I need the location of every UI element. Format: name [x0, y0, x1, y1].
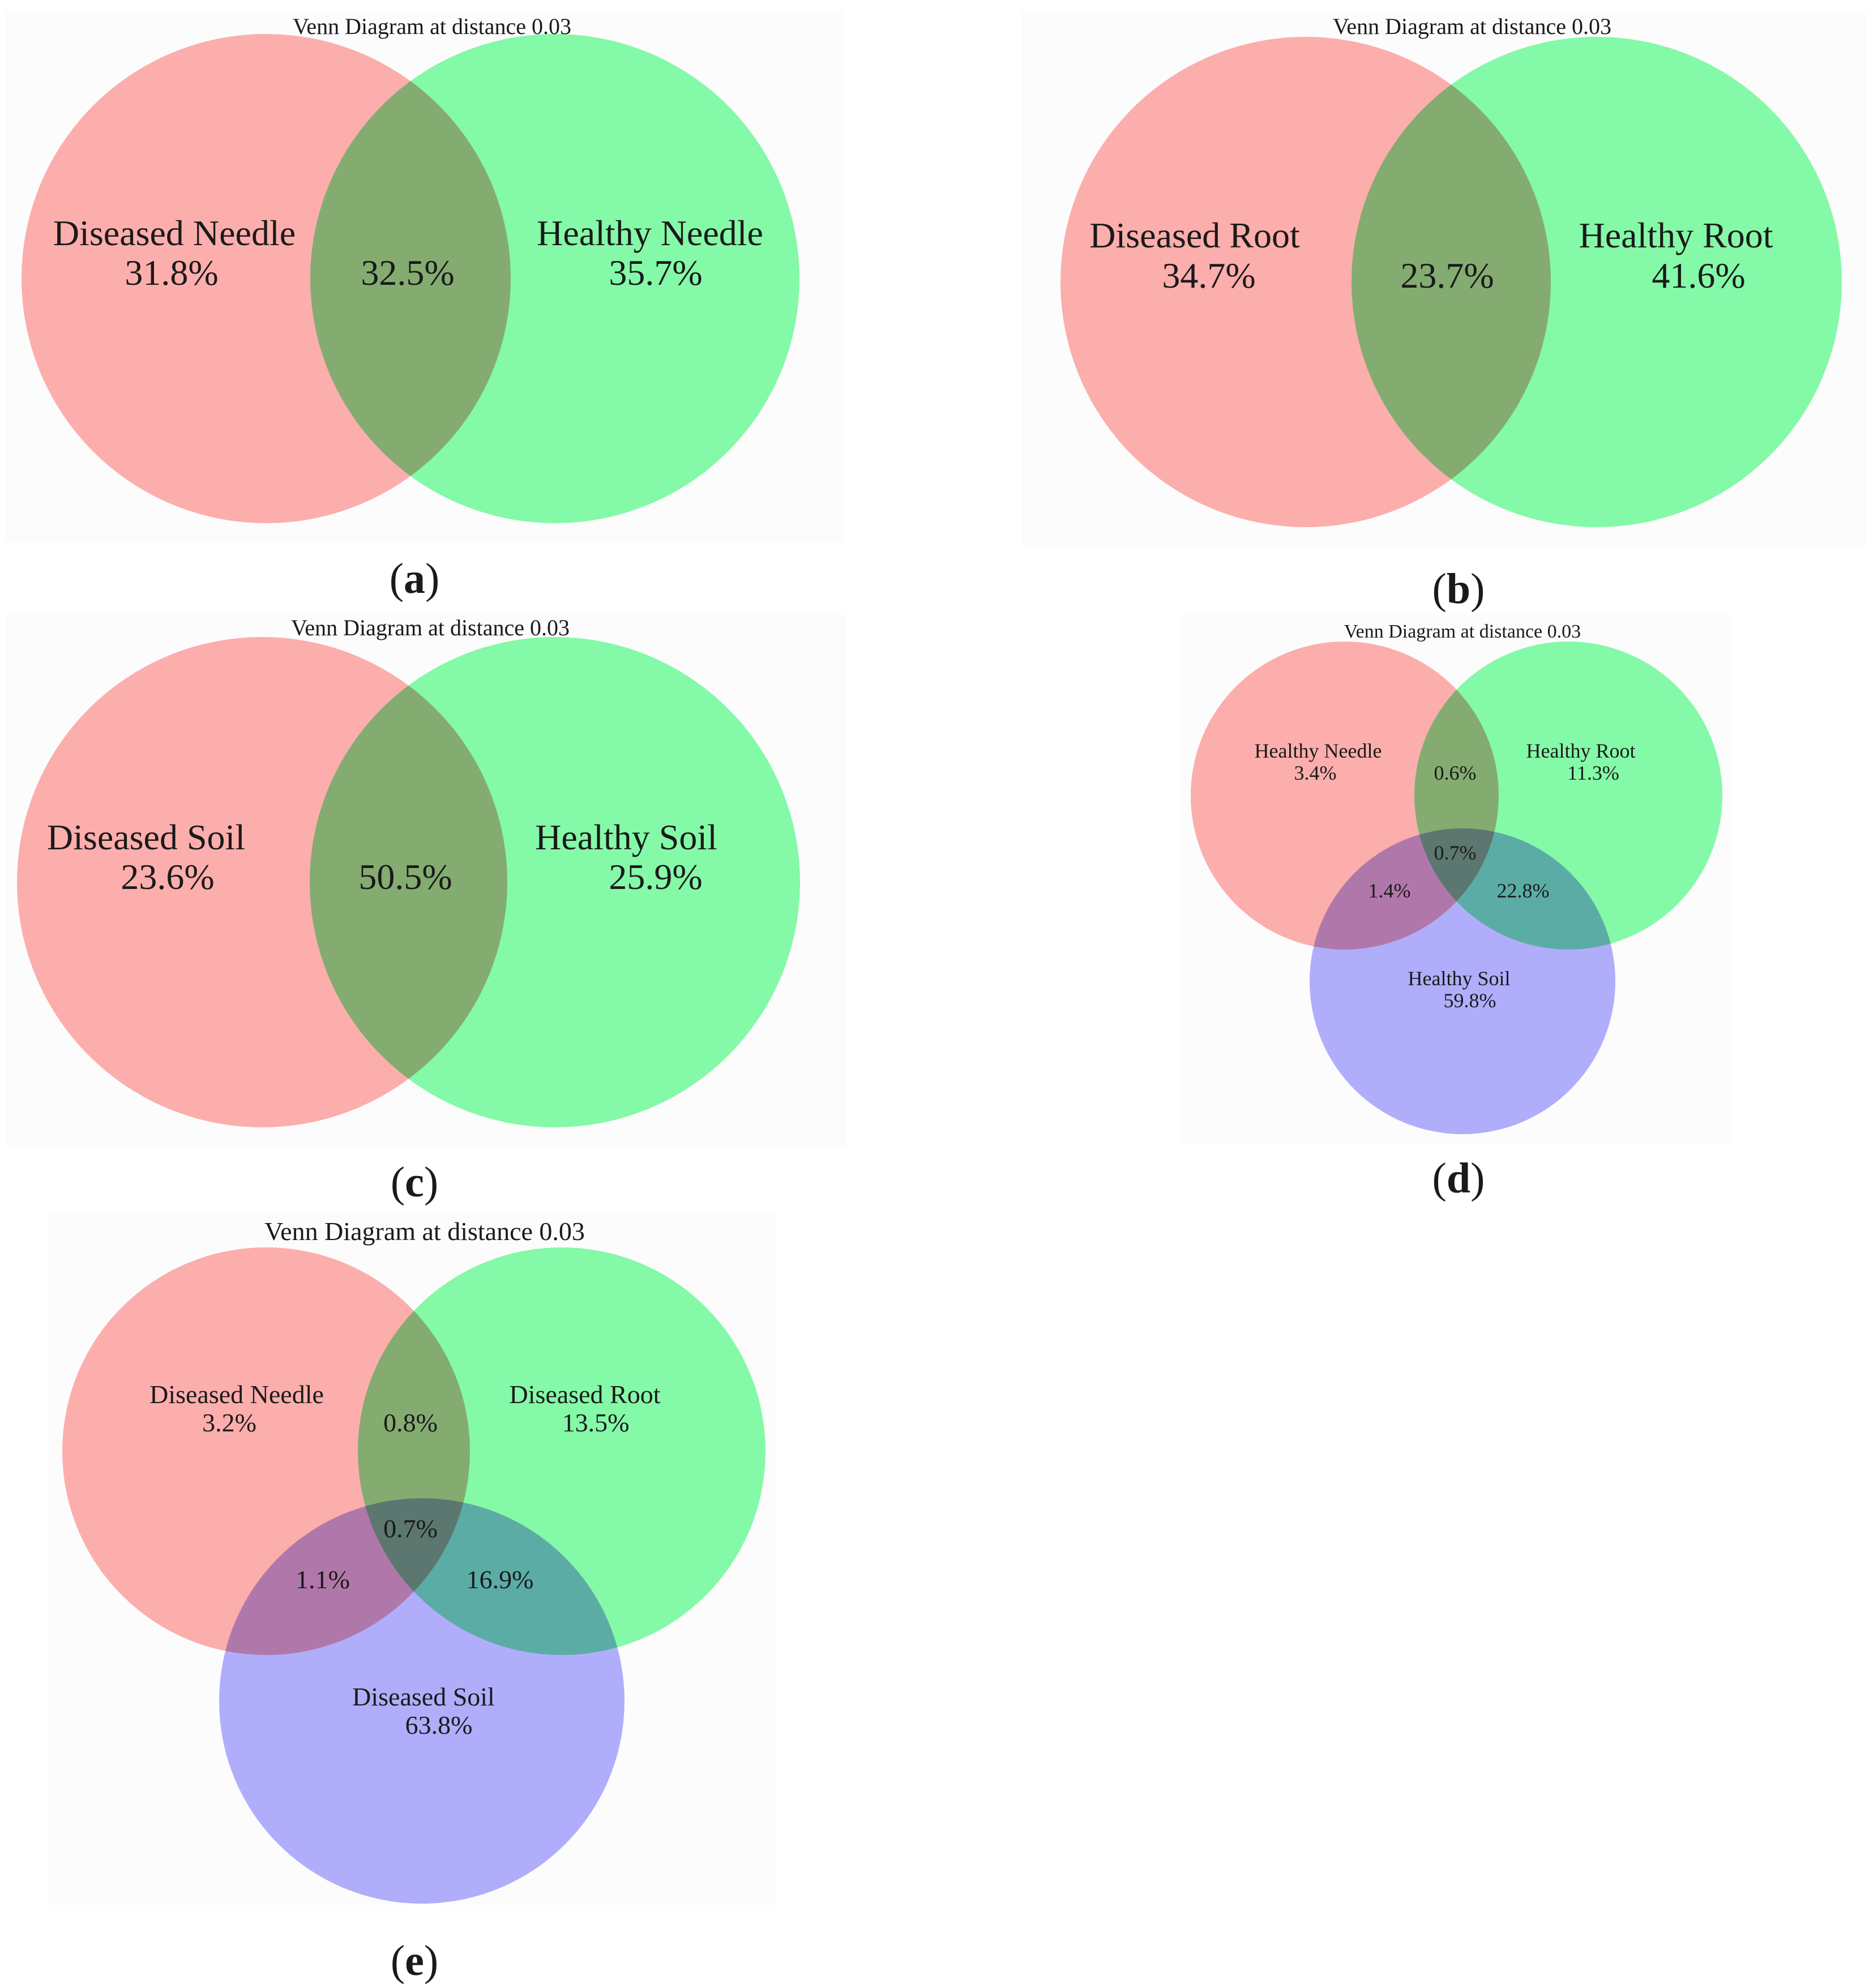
- panel-d-set-value: 59.8%: [1444, 989, 1496, 1012]
- venn-panel-a: Venn Diagram at distance 0.03 Diseased N…: [6, 10, 844, 602]
- panel-c-set-value: 23.6%: [121, 857, 214, 897]
- panel-b-set-label: Healthy Root: [1579, 215, 1773, 255]
- panel-a-set-value: 31.8%: [125, 253, 218, 293]
- panel-e-overlap-value: 0.8%: [383, 1408, 438, 1437]
- panel-c-overlap-value: 50.5%: [358, 857, 452, 897]
- panel-c-caption-letter: c: [405, 1158, 424, 1206]
- panel-b-set-value: 41.6%: [1652, 255, 1745, 296]
- panel-c-set-label: Healthy Soil: [535, 817, 717, 857]
- panel-b-set-value: 34.7%: [1162, 255, 1255, 296]
- panel-a-overlap-value: 32.5%: [361, 253, 454, 293]
- panel-c-set-healthy-soil: [310, 637, 800, 1127]
- panel-d-set-label: Healthy Root: [1526, 739, 1636, 762]
- panel-d-caption-letter: d: [1447, 1155, 1470, 1202]
- panel-a-set-label: Healthy Needle: [537, 213, 763, 253]
- panel-a-set-value: 35.7%: [609, 253, 702, 293]
- panel-d-overlap-value: 22.8%: [1497, 879, 1550, 902]
- panel-d-set-label: Healthy Soil: [1408, 967, 1511, 990]
- panel-d-set-label: Healthy Needle: [1255, 739, 1382, 762]
- panel-e-set-label: Diseased Soil: [352, 1682, 495, 1711]
- panel-e-overlap-value: 16.9%: [467, 1565, 534, 1594]
- panel-e-set-value: 13.5%: [562, 1408, 630, 1437]
- panel-b-set-healthy-root: [1352, 37, 1842, 527]
- panel-b-overlap-value: 23.7%: [1400, 255, 1494, 296]
- venn-panel-d: Venn Diagram at distance 0.03 Healthy Ne…: [1181, 614, 1733, 1202]
- panel-d-set-value: 3.4%: [1294, 762, 1337, 784]
- panel-e-overlap-value: 0.7%: [383, 1514, 438, 1543]
- svg-text:(d): (d): [1432, 1155, 1485, 1202]
- venn-panel-b: Venn Diagram at distance 0.03 Diseased R…: [1022, 10, 1866, 613]
- panel-e-overlap-value: 1.1%: [296, 1565, 350, 1594]
- panel-a-caption: (a): [390, 555, 440, 602]
- panel-e-set-value: 3.2%: [202, 1408, 256, 1437]
- panel-a-set-label: Diseased Needle: [53, 213, 296, 253]
- panel-e-set-value: 63.8%: [405, 1711, 473, 1739]
- panel-d-caption: (d): [1432, 1155, 1485, 1202]
- panel-e-caption-letter: e: [405, 1937, 424, 1985]
- panel-e-set-label: Diseased Needle: [149, 1380, 324, 1409]
- panel-b-caption-letter: b: [1447, 565, 1470, 613]
- panel-d-overlap-value: 0.7%: [1434, 841, 1477, 864]
- panel-c-set-label: Diseased Soil: [47, 817, 245, 857]
- panel-c-title: Venn Diagram at distance 0.03: [291, 615, 570, 640]
- panel-d-title: Venn Diagram at distance 0.03: [1344, 621, 1581, 642]
- panel-d-overlap-value: 1.4%: [1368, 879, 1411, 902]
- svg-text:(a): (a): [390, 555, 440, 602]
- panel-e-caption: (e): [391, 1937, 438, 1985]
- panel-a-set-healthy-needle: [310, 34, 799, 523]
- panel-d-set-value: 11.3%: [1567, 762, 1619, 784]
- panel-b-set-label: Diseased Root: [1089, 215, 1300, 255]
- venn-panel-c: Venn Diagram at distance 0.03 Diseased S…: [6, 614, 846, 1206]
- panel-d-set-healthy-soil: [1310, 828, 1615, 1134]
- panel-c-set-value: 25.9%: [609, 857, 702, 897]
- panel-e-set-diseased-soil: [219, 1498, 625, 1904]
- panel-c-caption: (c): [391, 1158, 438, 1206]
- svg-text:(c): (c): [391, 1158, 438, 1206]
- svg-text:(b): (b): [1432, 565, 1485, 613]
- panel-e-title: Venn Diagram at distance 0.03: [264, 1217, 585, 1246]
- venn-panel-e: Venn Diagram at distance 0.03 Diseased N…: [48, 1212, 776, 1985]
- svg-text:(e): (e): [391, 1937, 438, 1985]
- panel-e-set-label: Diseased Root: [509, 1380, 660, 1409]
- panel-d-overlap-value: 0.6%: [1434, 762, 1477, 784]
- panel-a-title: Venn Diagram at distance 0.03: [293, 14, 571, 39]
- panel-a-caption-letter: a: [404, 555, 425, 602]
- panel-b-title: Venn Diagram at distance 0.03: [1333, 14, 1611, 39]
- panel-b-caption: (b): [1432, 565, 1485, 613]
